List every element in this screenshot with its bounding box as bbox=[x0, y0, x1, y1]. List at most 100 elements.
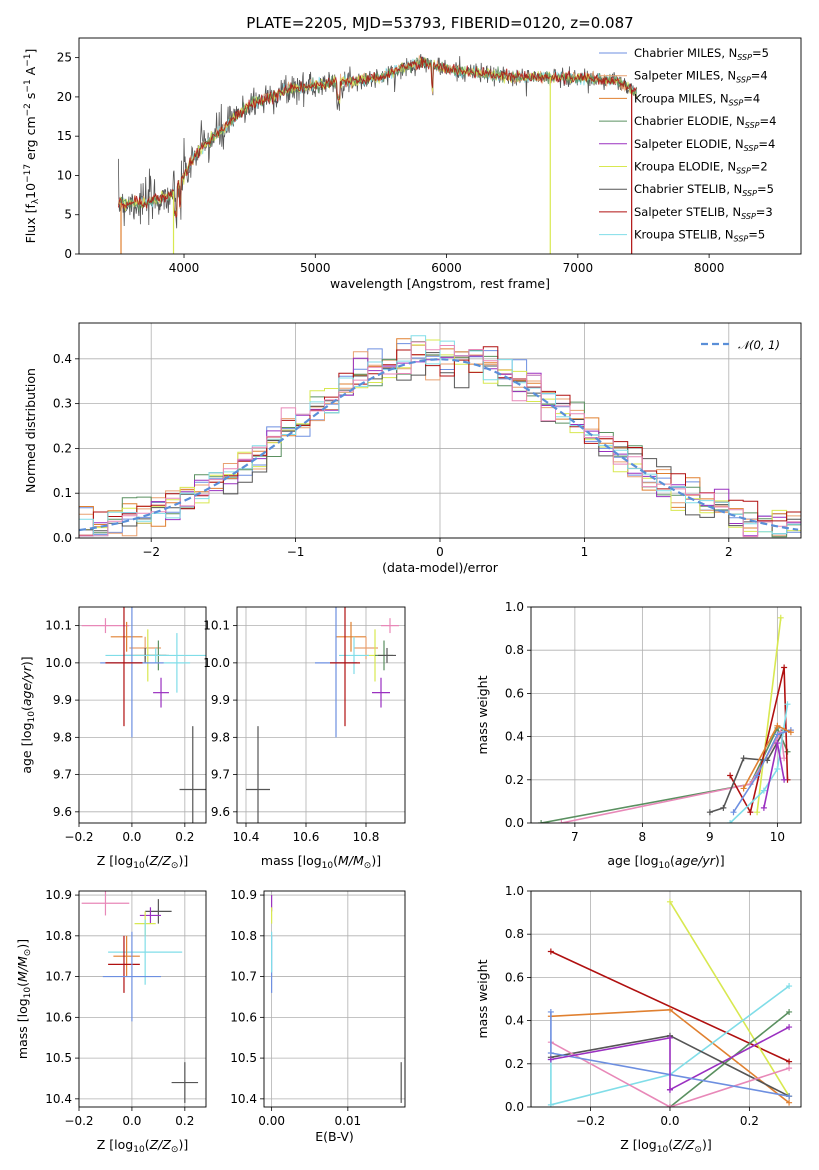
series-point bbox=[754, 809, 761, 816]
x-tick-label: 7000 bbox=[563, 261, 594, 275]
x-tick-label: 0.00 bbox=[258, 1114, 285, 1128]
series-line bbox=[550, 1041, 790, 1107]
series-point bbox=[774, 740, 781, 747]
y-tick-label: 10.7 bbox=[45, 970, 72, 984]
y-tick-label: 0.3 bbox=[53, 397, 72, 411]
x-axis-label: wavelength [Angstrom, rest frame] bbox=[330, 276, 550, 291]
axes-frame bbox=[236, 606, 406, 824]
y-tick-label: 10.4 bbox=[45, 1092, 72, 1106]
series-point bbox=[774, 766, 781, 772]
y-tick-label: 10.9 bbox=[230, 888, 257, 902]
y-tick-label: 0.0 bbox=[53, 531, 72, 545]
x-axis-label: Z [log10(Z/Z⊙)] bbox=[620, 1137, 711, 1155]
y-tick-label: 20 bbox=[57, 90, 72, 104]
y-tick-label: 10.9 bbox=[45, 888, 72, 902]
x-tick-label: −0.2 bbox=[64, 830, 93, 844]
y-tick-label: 0.8 bbox=[505, 927, 524, 941]
series-point bbox=[727, 772, 734, 779]
x-tick-label: −0.2 bbox=[576, 1114, 605, 1128]
y-tick-label: 10.5 bbox=[45, 1051, 72, 1065]
axes-frame bbox=[78, 606, 207, 824]
series-point bbox=[666, 1006, 673, 1013]
series-point bbox=[784, 701, 791, 708]
y-tick-label: 0.4 bbox=[505, 1014, 524, 1028]
y-tick-label: 0.8 bbox=[505, 643, 524, 657]
series-line bbox=[732, 729, 792, 813]
x-tick-label: 10 bbox=[770, 830, 785, 844]
panel-residuals: −2 −1 0 1 2 0.0 0.1 0.2 0.3 0.4 (data-model)/error… bbox=[23, 322, 802, 575]
series-point bbox=[786, 1058, 793, 1065]
y-tick-label: 0.4 bbox=[505, 730, 524, 744]
legend-entry: Kroupa MILES, NSSP=4 bbox=[634, 91, 760, 107]
plot-area bbox=[79, 335, 801, 538]
x-axis-label: Z [log10(Z/Z⊙)] bbox=[97, 1137, 188, 1155]
y-axis-label: mass weight bbox=[475, 675, 490, 754]
y-tick-label: 0.1 bbox=[53, 486, 72, 500]
series-point bbox=[538, 820, 545, 823]
series-point bbox=[786, 1093, 793, 1100]
series-point bbox=[740, 755, 747, 762]
series-point bbox=[786, 1099, 793, 1106]
series-point bbox=[774, 731, 781, 738]
legend-entry: Kroupa STELIB, NSSP=5 bbox=[634, 228, 765, 244]
series-point bbox=[754, 772, 761, 779]
series-point bbox=[666, 1086, 673, 1093]
histogram-step bbox=[79, 341, 801, 538]
y-tick-label: 10.7 bbox=[230, 970, 257, 984]
plot-area bbox=[547, 898, 793, 1107]
axes-frame bbox=[78, 37, 802, 255]
x-tick-label: 0.0 bbox=[660, 1114, 679, 1128]
panel-mw-age: 7 8 9 10 0.0 0.2 0.4 0.6 0.8 1.0 age [log10(age/yr… bbox=[475, 600, 802, 871]
y-tick-label: 0.2 bbox=[505, 1057, 524, 1071]
panel-age-mass: 10.4 10.6 10.8 9.6 9.7 9.8 9.9 10.0 10.1 mass [lo… bbox=[203, 606, 406, 871]
panel-mass-z: −0.2 0.0 0.2 10.4 10.5 10.6 10.7 10.8 10.9 Z [log… bbox=[15, 888, 207, 1155]
series-line bbox=[669, 1026, 790, 1091]
y-tick-label: 9.6 bbox=[53, 805, 72, 819]
y-axis-label: mass weight bbox=[475, 959, 490, 1038]
y-tick-label: 15 bbox=[57, 129, 72, 143]
x-axis-label: Z [log10(Z/Z⊙)] bbox=[97, 853, 188, 871]
y-axis-label: Normed distribution bbox=[23, 368, 38, 493]
y-tick-label: 0.6 bbox=[505, 686, 524, 700]
x-tick-label: 7 bbox=[571, 830, 579, 844]
plot-area bbox=[271, 895, 402, 1103]
y-tick-label: 10.8 bbox=[45, 929, 72, 943]
x-tick-label: 8000 bbox=[694, 261, 725, 275]
series-point bbox=[547, 1056, 554, 1063]
x-tick-label: 9 bbox=[706, 830, 714, 844]
y-tick-label: 0.2 bbox=[53, 441, 72, 455]
x-tick-label: 0.2 bbox=[175, 1114, 194, 1128]
y-tick-label: 10.8 bbox=[230, 929, 257, 943]
axes-frame bbox=[530, 890, 802, 1108]
panel-mw-z: −0.2 0.0 0.2 0.0 0.2 0.4 0.6 0.8 1.0 Z [log10(Z/Z… bbox=[475, 884, 802, 1155]
x-tick-label: 0.0 bbox=[122, 1114, 141, 1128]
x-tick-label: 0.0 bbox=[122, 830, 141, 844]
legend-entry: Kroupa ELODIE, NSSP=2 bbox=[634, 160, 768, 176]
legend-entry: Chabrier MILES, NSSP=5 bbox=[634, 46, 769, 62]
panel-spectrum: 4000 5000 6000 7000 8000 0 5 10 15 20 25 wavelength… bbox=[23, 37, 802, 291]
y-tick-label: 0.0 bbox=[505, 816, 524, 830]
y-tick-label: 0.6 bbox=[505, 970, 524, 984]
x-tick-label: 10.8 bbox=[353, 830, 380, 844]
y-tick-label: 9.7 bbox=[211, 768, 230, 782]
y-axis-label: mass [log10(M/M⊙)] bbox=[15, 939, 33, 1059]
series-point bbox=[558, 820, 565, 823]
series-point bbox=[547, 1050, 554, 1056]
x-tick-label: −0.2 bbox=[64, 1114, 93, 1128]
legend-entry: Salpeter STELIB, NSSP=3 bbox=[634, 205, 773, 221]
series-line bbox=[669, 901, 790, 1097]
series-point bbox=[774, 722, 781, 729]
y-tick-label: 0.0 bbox=[505, 1100, 524, 1114]
y-tick-label: 1.0 bbox=[505, 600, 524, 614]
x-tick-label: 5000 bbox=[300, 261, 331, 275]
panel-mass-ebv: 0.00 0.01 10.4 10.5 10.6 10.7 10.8 10.9 E(B-V) bbox=[230, 888, 406, 1144]
plot-area bbox=[81, 891, 199, 1103]
series-line bbox=[729, 667, 789, 815]
y-tick-label: 5 bbox=[64, 208, 72, 222]
y-tick-label: 10.6 bbox=[45, 1010, 72, 1024]
x-tick-label: 0.2 bbox=[175, 830, 194, 844]
y-tick-label: 10.6 bbox=[230, 1010, 257, 1024]
y-tick-label: 10.0 bbox=[203, 656, 230, 670]
legend-entry: Salpeter ELODIE, NSSP=4 bbox=[634, 137, 775, 153]
series-point bbox=[727, 820, 734, 823]
